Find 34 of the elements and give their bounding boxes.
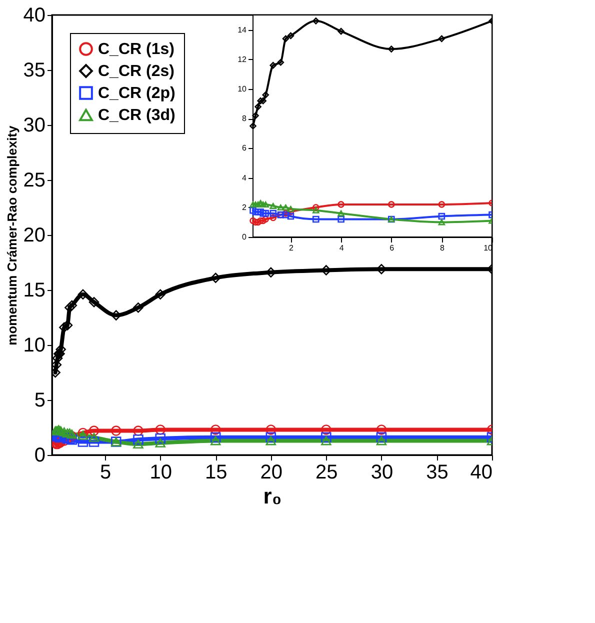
x-axis-title: r₀ <box>263 484 282 508</box>
x-tick-label: 5 <box>100 462 112 484</box>
x-tick-label: 15 <box>204 462 228 484</box>
x-tick-label: 40 <box>470 462 492 484</box>
y-tick-label: 30 <box>23 114 46 136</box>
y-tick-label: 25 <box>23 170 46 192</box>
y-axis-title: momentum Crámer-Rao complexity <box>4 124 20 346</box>
x-tick-label: 25 <box>316 462 338 484</box>
y-tick-label: 8 <box>242 114 248 124</box>
y-tick-label: 15 <box>23 280 46 302</box>
x-tick-label: 8 <box>440 244 445 252</box>
x-tick-label: 35 <box>426 462 448 484</box>
y-tick-label: 0 <box>34 444 46 466</box>
x-tick-label: 10 <box>150 462 172 484</box>
y-tick-label: 35 <box>23 60 46 82</box>
y-tick-label: 14 <box>238 25 248 34</box>
x-tick-label: 2 <box>289 244 294 252</box>
y-tick-label: 4 <box>242 173 248 182</box>
y-tick-label: 40 <box>23 4 46 26</box>
y-tick-label: 10 <box>23 334 46 356</box>
y-tick-label: 5 <box>34 390 46 412</box>
y-tick-label: 6 <box>242 144 248 153</box>
legend-label: C_CR (2p) <box>98 85 176 102</box>
x-tick-label: 20 <box>260 462 283 484</box>
y-tick-label: 10 <box>238 84 248 94</box>
y-tick-label: 0 <box>242 232 248 242</box>
x-tick-label: 4 <box>339 244 344 252</box>
legend-label: C_CR (3d) <box>98 107 176 124</box>
y-tick-label: 2 <box>242 202 248 212</box>
x-tick-label: 6 <box>390 244 395 252</box>
legend-label: C_CR (1s) <box>98 41 174 58</box>
y-tick-label: 12 <box>238 54 248 64</box>
legend-label: C_CR (2s) <box>98 63 174 80</box>
x-tick-label: 30 <box>370 462 394 484</box>
